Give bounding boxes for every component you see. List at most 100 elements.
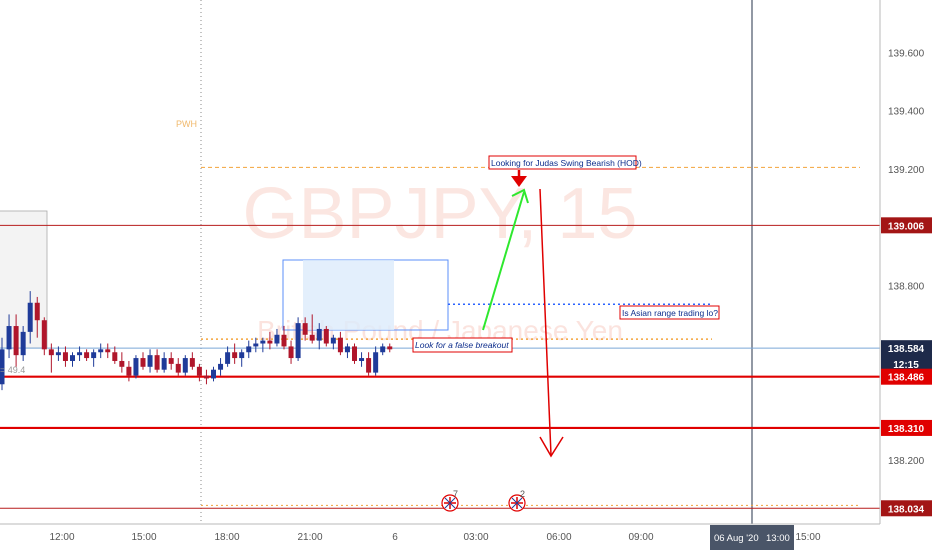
price-axis[interactable]: 139.600 139.400 139.200 138.800 138.200 139.… <box>879 0 932 524</box>
annotation-judas-text: Looking for Judas Swing Bearish (HOD) <box>491 158 642 168</box>
candle-body <box>34 302 40 321</box>
candle-body <box>70 355 75 361</box>
annotation-breakout[interactable]: Look for a false breakout <box>412 337 513 353</box>
event-icon-uk-1[interactable]: 7 <box>441 489 459 512</box>
candle-body <box>140 358 146 367</box>
candle-body <box>239 352 245 359</box>
candle-body <box>295 323 301 359</box>
candle-body <box>302 323 308 335</box>
price-label-timer: 12:15 <box>881 355 932 372</box>
candle-body <box>274 334 280 344</box>
watermark-symbol: GBPJPY, 15 <box>243 174 638 254</box>
event-count-1: 7 <box>453 489 458 499</box>
judas-arrowhead <box>511 176 527 187</box>
price-label-r3: 138.310 <box>881 419 932 436</box>
candle-body <box>6 326 12 350</box>
bullish-arrowhead <box>511 188 529 204</box>
candle-body <box>330 337 336 344</box>
x-tick-label: 09:00 <box>628 532 653 543</box>
candle-body <box>253 343 259 347</box>
crosshair-date-label: 06 Aug '20 <box>714 533 759 544</box>
candle-body <box>154 355 160 370</box>
annotation-breakout-text: Look for a false breakout <box>415 340 509 350</box>
y-tick-label: 139.600 <box>888 48 925 59</box>
x-tick-label: 21:00 <box>297 532 322 543</box>
price-label-r4: 138.034 <box>881 500 932 517</box>
crosshair-time-label: 13:00 <box>766 533 790 544</box>
time-axis[interactable]: 12:00 15:00 18:00 21:00 6 03:00 06:00 09:00 15:0… <box>0 523 880 550</box>
annotation-asian[interactable]: Is Asian range trading lo? <box>619 305 720 320</box>
candle-body <box>260 340 266 344</box>
candle-body <box>112 352 118 361</box>
candle-body <box>211 369 216 379</box>
x-tick-label: 6 <box>392 532 398 543</box>
y-tick-label: 138.800 <box>888 281 925 292</box>
candle-body <box>91 352 97 359</box>
range-box-previous <box>0 210 48 349</box>
x-tick-label: 12:00 <box>49 532 74 543</box>
candle-body <box>84 352 90 359</box>
annotation-asian-text: Is Asian range trading lo? <box>622 308 718 318</box>
candle-body <box>246 346 252 353</box>
bullish-arrow-line <box>482 191 525 331</box>
candle-body <box>366 358 372 373</box>
candle-body <box>41 320 47 350</box>
candle-body <box>232 352 238 359</box>
candle-body <box>161 358 167 370</box>
svg-text:138.584: 138.584 <box>888 344 925 355</box>
candle-body <box>168 358 174 364</box>
candle-body <box>105 349 111 353</box>
x-tick-label: 15:00 <box>795 532 820 543</box>
candle-body <box>288 346 294 359</box>
x-tick-label: 03:00 <box>463 532 488 543</box>
price-label-r1: 139.006 <box>881 217 932 234</box>
candle-body <box>126 366 132 376</box>
candle-body <box>323 328 329 344</box>
candle-body <box>309 334 315 341</box>
bearish-arrowhead <box>539 436 564 458</box>
candle-body <box>189 358 195 367</box>
candle-body <box>380 346 386 353</box>
candle-body <box>373 352 379 373</box>
candle-body <box>225 352 231 364</box>
candle-body <box>387 346 393 350</box>
candle-body <box>13 326 19 356</box>
candle-body <box>55 352 61 356</box>
candle-body <box>175 363 181 373</box>
candle-body <box>281 334 287 347</box>
candle-body <box>359 358 365 361</box>
crosshair-date-label-bg <box>710 525 794 550</box>
x-tick-label: 18:00 <box>214 532 239 543</box>
event-icon-uk-2[interactable]: 2 <box>508 489 526 512</box>
candle-body <box>119 360 125 367</box>
candlestick-series <box>0 291 393 391</box>
candle-body <box>98 349 104 353</box>
candle-body <box>0 349 5 385</box>
candle-body <box>133 358 139 376</box>
price-label-r2: 138.486 <box>881 368 932 385</box>
candle-body <box>352 346 357 361</box>
candle-body <box>62 352 68 361</box>
candle-body <box>337 337 343 353</box>
annotation-judas[interactable]: Looking for Judas Swing Bearish (HOD) <box>488 155 642 170</box>
indicator-value: = 49.4 <box>0 365 25 375</box>
candle-body <box>344 346 350 353</box>
svg-text:139.006: 139.006 <box>888 221 925 232</box>
candle-body <box>48 349 54 356</box>
y-tick-label: 139.200 <box>888 165 925 176</box>
bearish-arrow-line <box>539 188 552 456</box>
asian-range-fill <box>303 260 394 330</box>
candle-body <box>316 328 322 341</box>
y-tick-label: 138.200 <box>888 456 925 467</box>
candle-body <box>147 355 153 367</box>
candle-body <box>182 358 188 373</box>
svg-text:12:15: 12:15 <box>893 360 919 371</box>
y-tick-label: 139.400 <box>888 107 925 118</box>
svg-text:138.486: 138.486 <box>888 373 925 384</box>
candle-body <box>20 331 26 356</box>
event-count-2: 2 <box>520 489 525 499</box>
candle-body <box>267 340 273 344</box>
x-tick-label: 15:00 <box>131 532 156 543</box>
